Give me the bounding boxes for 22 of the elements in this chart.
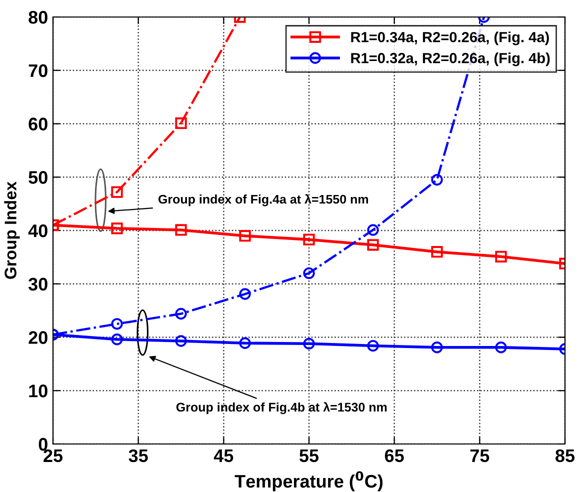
legend-label: R1=0.32a, R2=0.26a, (Fig. 4b) — [351, 52, 550, 66]
y-tick-label: 60 — [28, 118, 48, 130]
x-tick-label: 75 — [470, 450, 490, 462]
y-tick-label: 20 — [28, 331, 48, 344]
y-tick-label: 50 — [28, 171, 48, 184]
y-tick-label: 80 — [28, 10, 48, 24]
x-axis-title: Temperature ($^{0}$C) — [234, 471, 383, 492]
annotation: Group index of Fig.4a at λ=1550 nm — [158, 194, 368, 206]
y-tick-label: 30 — [28, 278, 48, 291]
x-tick-label: 25 — [44, 449, 63, 462]
x-tick-label: 45 — [214, 450, 234, 462]
x-tick-label: 65 — [384, 449, 404, 462]
y-tick-label: 0 — [38, 438, 48, 451]
y-tick-label: 40 — [28, 224, 48, 238]
annotation: Group index of Fig.4b at λ=1530 nm — [176, 402, 387, 414]
y-tick-label: 10 — [29, 384, 48, 398]
x-tick-label: 85 — [556, 449, 575, 462]
y-axis-title: Group Index — [4, 182, 20, 279]
legend-label: R1=0.34a, R2=0.26a, (Fig. 4a) — [351, 32, 549, 46]
y-tick-label: 70 — [28, 64, 48, 78]
x-tick-label: 55 — [300, 450, 319, 462]
x-tick-label: 35 — [128, 449, 148, 462]
